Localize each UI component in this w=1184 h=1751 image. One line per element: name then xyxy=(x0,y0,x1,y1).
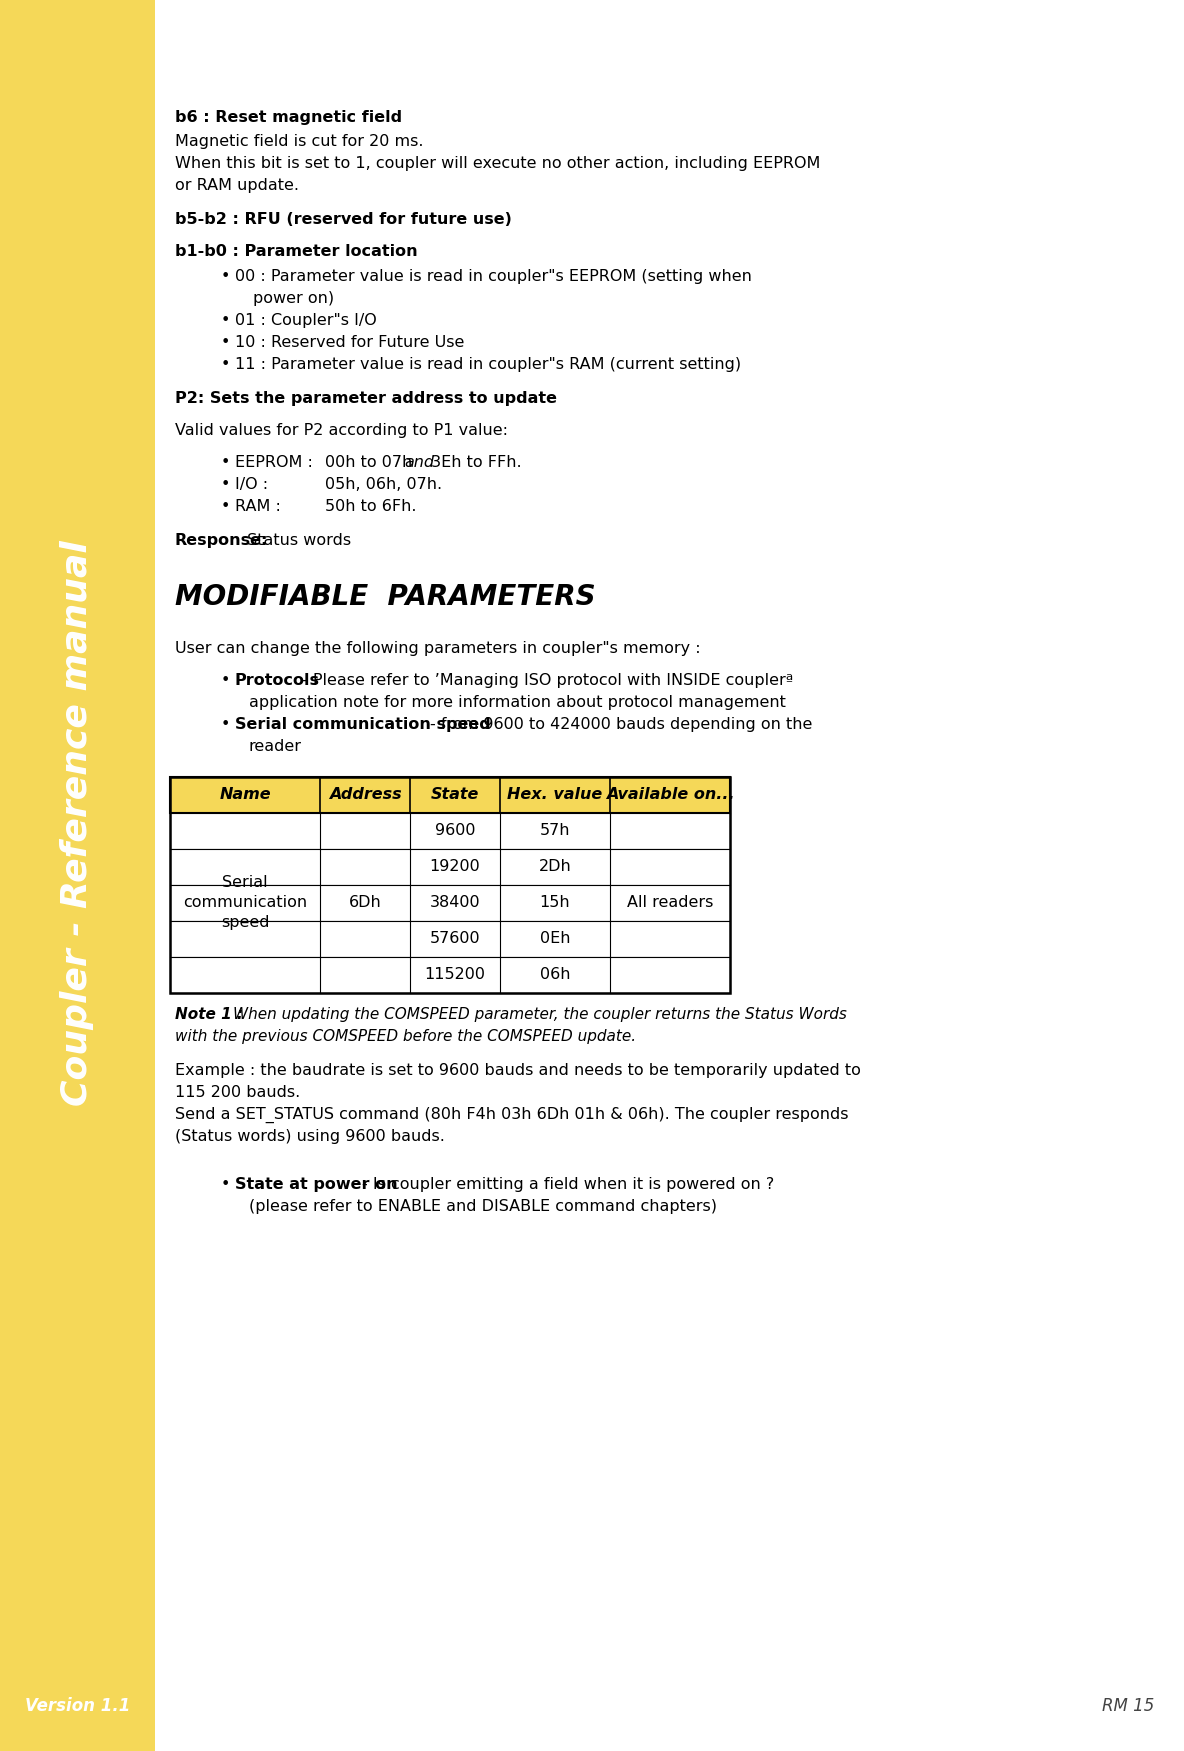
Text: b1-b0 : Parameter location: b1-b0 : Parameter location xyxy=(175,245,418,259)
Text: 15h: 15h xyxy=(540,895,571,911)
Bar xyxy=(170,956,731,993)
Text: 57h: 57h xyxy=(540,823,571,839)
Text: 57600: 57600 xyxy=(430,932,481,946)
Text: Coupler - Reference manual: Coupler - Reference manual xyxy=(60,539,95,1107)
Text: P2: Sets the parameter address to update: P2: Sets the parameter address to update xyxy=(175,390,556,406)
Text: or RAM update.: or RAM update. xyxy=(175,179,300,193)
Text: Magnetic field is cut for 20 ms.: Magnetic field is cut for 20 ms. xyxy=(175,135,424,149)
Text: State at power on: State at power on xyxy=(234,1177,398,1192)
Text: User can change the following parameters in coupler"s memory :: User can change the following parameters… xyxy=(175,641,701,655)
Text: When this bit is set to 1, coupler will execute no other action, including EEPRO: When this bit is set to 1, coupler will … xyxy=(175,156,821,172)
Text: Example : the baudrate is set to 9600 bauds and needs to be temporarily updated : Example : the baudrate is set to 9600 ba… xyxy=(175,1063,861,1077)
Text: RM 15: RM 15 xyxy=(1101,1697,1154,1714)
Text: All readers: All readers xyxy=(626,895,713,911)
Text: Hex. value: Hex. value xyxy=(508,788,603,802)
Bar xyxy=(0,0,155,1751)
Text: •: • xyxy=(221,476,231,492)
Text: (Status words) using 9600 bauds.: (Status words) using 9600 bauds. xyxy=(175,1129,445,1143)
Bar xyxy=(170,921,731,956)
Text: 00h to 07h: 00h to 07h xyxy=(324,455,418,469)
Text: Status words: Status words xyxy=(243,532,352,548)
Text: Valid values for P2 according to P1 value:: Valid values for P2 according to P1 valu… xyxy=(175,422,508,438)
Text: •: • xyxy=(221,716,231,732)
Bar xyxy=(170,849,731,884)
Bar xyxy=(170,777,731,812)
Text: •: • xyxy=(221,268,231,284)
Text: 2Dh: 2Dh xyxy=(539,860,572,874)
Text: •: • xyxy=(221,313,231,327)
Text: 6Dh: 6Dh xyxy=(348,895,381,911)
Text: 115 200 bauds.: 115 200 bauds. xyxy=(175,1084,301,1100)
Text: and: and xyxy=(404,455,435,469)
Text: (please refer to ENABLE and DISABLE command chapters): (please refer to ENABLE and DISABLE comm… xyxy=(249,1199,718,1213)
Text: I/O :: I/O : xyxy=(234,476,268,492)
Text: RAM :: RAM : xyxy=(234,499,281,513)
Text: Send a SET_STATUS command (80h F4h 03h 6Dh 01h & 06h). The coupler responds: Send a SET_STATUS command (80h F4h 03h 6… xyxy=(175,1107,849,1122)
Text: b6 : Reset magnetic field: b6 : Reset magnetic field xyxy=(175,110,403,124)
Text: Note 1 :: Note 1 : xyxy=(175,1007,243,1021)
Text: - Is coupler emitting a field when it is powered on ?: - Is coupler emitting a field when it is… xyxy=(362,1177,774,1192)
Text: When updating the COMSPEED parameter, the coupler returns the Status Words: When updating the COMSPEED parameter, th… xyxy=(232,1007,847,1021)
Text: 10 : Reserved for Future Use: 10 : Reserved for Future Use xyxy=(234,334,464,350)
Text: reader: reader xyxy=(249,739,302,753)
Text: Protocols: Protocols xyxy=(234,672,320,688)
Text: b5-b2 : RFU (reserved for future use): b5-b2 : RFU (reserved for future use) xyxy=(175,212,511,228)
Text: •: • xyxy=(221,499,231,513)
Text: 3Eh to FFh.: 3Eh to FFh. xyxy=(426,455,521,469)
Text: Serial communication speed: Serial communication speed xyxy=(234,716,490,732)
Text: 01 : Coupler"s I/O: 01 : Coupler"s I/O xyxy=(234,313,377,327)
Text: •: • xyxy=(221,455,231,469)
Text: Available on...: Available on... xyxy=(606,788,734,802)
Text: 0Eh: 0Eh xyxy=(540,932,571,946)
Text: 00 : Parameter value is read in coupler"s EEPROM (setting when: 00 : Parameter value is read in coupler"… xyxy=(234,268,752,284)
Text: •: • xyxy=(221,1177,231,1192)
Text: Response:: Response: xyxy=(175,532,269,548)
Bar xyxy=(170,812,731,849)
Text: - from 9600 to 424000 bauds depending on the: - from 9600 to 424000 bauds depending on… xyxy=(430,716,812,732)
Text: 38400: 38400 xyxy=(430,895,481,911)
Text: Version 1.1: Version 1.1 xyxy=(25,1697,130,1714)
Text: •: • xyxy=(221,334,231,350)
Text: •: • xyxy=(221,357,231,371)
Text: 11 : Parameter value is read in coupler"s RAM (current setting): 11 : Parameter value is read in coupler"… xyxy=(234,357,741,371)
Bar xyxy=(170,884,731,921)
Text: Name: Name xyxy=(219,788,271,802)
Text: 115200: 115200 xyxy=(425,967,485,982)
Text: 19200: 19200 xyxy=(430,860,481,874)
Text: 9600: 9600 xyxy=(435,823,475,839)
Text: - Please refer to ʼManaging ISO protocol with INSIDE couplerª: - Please refer to ʼManaging ISO protocol… xyxy=(302,672,793,688)
Text: with the previous COMSPEED before the COMSPEED update.: with the previous COMSPEED before the CO… xyxy=(175,1028,636,1044)
Text: Serial
communication
speed: Serial communication speed xyxy=(184,876,307,930)
Text: 05h, 06h, 07h.: 05h, 06h, 07h. xyxy=(324,476,442,492)
Text: Address: Address xyxy=(329,788,401,802)
Text: 50h to 6Fh.: 50h to 6Fh. xyxy=(324,499,417,513)
Text: power on): power on) xyxy=(253,291,334,306)
Text: application note for more information about protocol management: application note for more information ab… xyxy=(249,695,786,709)
Text: 06h: 06h xyxy=(540,967,571,982)
Bar xyxy=(170,777,731,993)
Text: MODIFIABLE  PARAMETERS: MODIFIABLE PARAMETERS xyxy=(175,583,596,611)
Text: •: • xyxy=(221,672,231,688)
Text: State: State xyxy=(431,788,480,802)
Text: EEPROM :: EEPROM : xyxy=(234,455,313,469)
